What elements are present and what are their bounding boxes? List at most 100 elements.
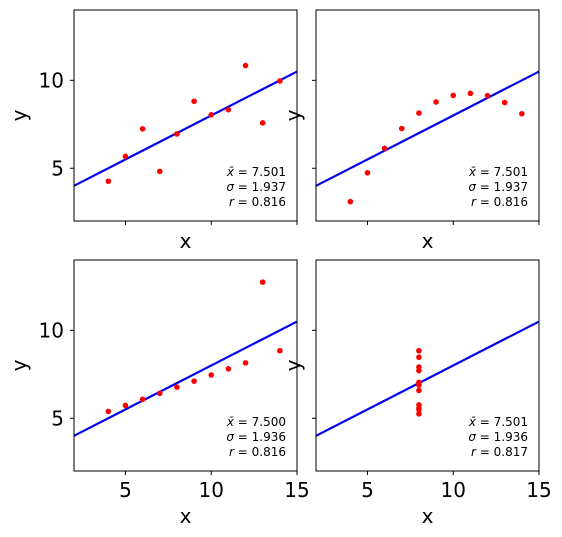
data-point (416, 387, 422, 394)
x-tick-label: 15 (284, 478, 309, 502)
data-point (364, 170, 371, 176)
stat-symbol: σ (226, 430, 234, 444)
stat-line: r = 0.817 (471, 445, 528, 459)
data-point (467, 90, 474, 97)
x-tick-label: 5 (119, 478, 132, 502)
data-point (347, 198, 354, 205)
stat-line: σ = 1.936 (468, 430, 528, 444)
data-point (242, 360, 249, 366)
y-axis-label: y (281, 109, 305, 121)
stat-line: σ = 1.937 (468, 180, 528, 194)
data-point (416, 110, 422, 116)
y-tick-label: 5 (51, 156, 64, 180)
stat-line: r = 0.816 (229, 195, 286, 209)
data-point (174, 384, 180, 390)
stat-value: = 0.816 (476, 195, 528, 209)
stat-value: = 1.936 (476, 430, 528, 444)
stat-line: x̄ = 7.501 (226, 165, 286, 179)
stat-value: = 7.501 (234, 165, 286, 179)
stat-value: = 7.500 (234, 415, 286, 429)
stat-symbol: x̄ (468, 165, 477, 179)
data-point (105, 408, 112, 415)
stat-value: = 0.817 (476, 445, 528, 459)
data-point (208, 372, 215, 378)
stat-symbol: r (471, 195, 477, 209)
data-point (501, 99, 508, 106)
data-point (139, 126, 146, 132)
data-point (156, 168, 163, 175)
data-point (122, 153, 129, 160)
data-point (259, 279, 266, 285)
data-point (156, 390, 163, 397)
fit-line (74, 70, 297, 187)
y-axis-label: y (7, 109, 31, 121)
data-point (242, 62, 249, 69)
stat-value: = 1.936 (234, 430, 286, 444)
data-point (484, 92, 491, 99)
stat-line: x̄ = 7.501 (468, 165, 528, 179)
x-axis-label: x (422, 504, 434, 528)
y-axis-label: y (7, 359, 31, 371)
data-point (208, 111, 215, 118)
data-point (105, 178, 112, 185)
data-point (259, 120, 266, 126)
x-tick-label: 10 (441, 478, 466, 502)
data-point (433, 99, 439, 105)
stat-line: r = 0.816 (471, 195, 528, 209)
axes-frame (73, 259, 298, 472)
stat-symbol: x̄ (226, 165, 235, 179)
stat-symbol: σ (226, 180, 234, 194)
data-point (416, 406, 422, 413)
data-point (416, 411, 422, 417)
data-point (450, 92, 457, 99)
fit-line (74, 320, 297, 437)
y-tick-label: 10 (39, 318, 64, 342)
stat-line: σ = 1.937 (226, 180, 286, 194)
stat-value: = 1.937 (234, 180, 286, 194)
y-tick-label: 10 (39, 68, 64, 92)
stat-line: x̄ = 7.500 (226, 415, 286, 429)
stat-symbol: x̄ (226, 415, 235, 429)
stat-symbol: r (229, 445, 235, 459)
data-point (225, 106, 232, 113)
stat-symbol: σ (468, 430, 476, 444)
y-axis-label: y (281, 359, 305, 371)
axes-frame (73, 9, 298, 222)
stat-symbol: r (471, 445, 477, 459)
data-point (398, 125, 405, 132)
fit-line (316, 320, 539, 437)
fit-line (316, 70, 539, 187)
data-point (277, 78, 283, 84)
data-point (416, 364, 422, 370)
x-axis-label: x (422, 229, 434, 253)
stat-symbol: x̄ (468, 415, 477, 429)
data-point (277, 347, 283, 354)
x-tick-label: 10 (199, 478, 224, 502)
x-tick-label: 5 (361, 478, 374, 502)
data-point (122, 402, 129, 409)
x-axis-label: x (180, 504, 192, 528)
stat-line: r = 0.816 (229, 445, 286, 459)
data-point (416, 382, 422, 388)
y-tick-label: 5 (51, 406, 64, 430)
x-tick-label: 15 (526, 478, 551, 502)
stat-value: = 7.501 (476, 165, 528, 179)
data-point (174, 131, 180, 137)
stat-line: σ = 1.936 (226, 430, 286, 444)
data-point (381, 145, 388, 152)
x-axis-label: x (180, 229, 192, 253)
stat-value: = 7.501 (476, 415, 528, 429)
data-point (519, 110, 525, 117)
data-point (139, 396, 146, 403)
axes-frame (315, 259, 540, 472)
data-point (416, 347, 422, 354)
stat-symbol: σ (468, 180, 476, 194)
stat-value: = 0.816 (234, 445, 286, 459)
data-point (191, 98, 197, 105)
data-point (416, 354, 422, 361)
axes-frame (315, 9, 540, 222)
